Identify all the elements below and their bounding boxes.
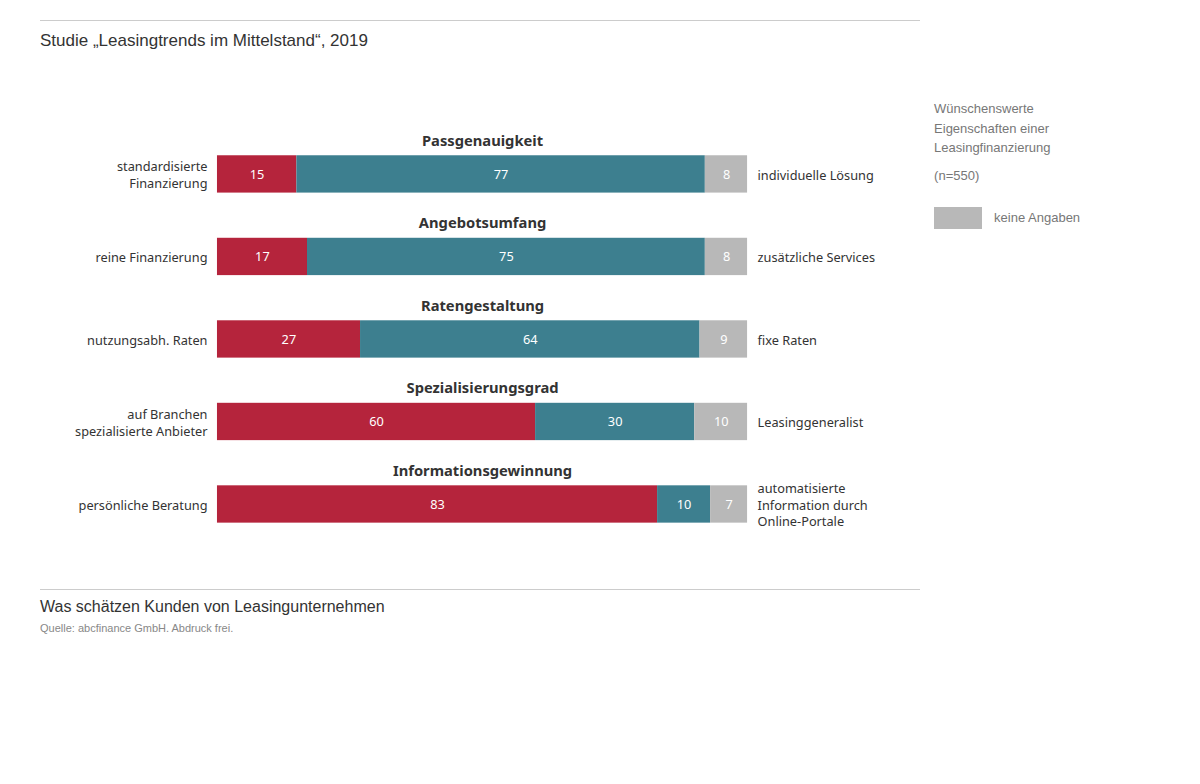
svg-text:reine Finanzierung: reine Finanzierung xyxy=(95,248,207,266)
svg-text:77: 77 xyxy=(494,165,509,183)
svg-text:30: 30 xyxy=(608,412,623,430)
svg-text:83: 83 xyxy=(430,495,445,513)
svg-text:Passgenauigkeit: Passgenauigkeit xyxy=(422,130,543,150)
svg-text:60: 60 xyxy=(369,412,384,430)
svg-text:8: 8 xyxy=(723,165,730,183)
html-text:Studie „Leasingtrends im Mitte: Studie „Leasingtrends im Mittelstand“, 2… xyxy=(40,31,368,50)
svg-text:Informationsgewinnung: Informationsgewinnung xyxy=(393,460,572,480)
svg-text:9: 9 xyxy=(720,330,727,348)
svg-text:standardisierteFinanzierung: standardisierteFinanzierung xyxy=(117,157,208,192)
html-text:Was schätzen Kunden von Leasin: Was schätzen Kunden von Leasingunternehm… xyxy=(40,598,385,616)
svg-text:10: 10 xyxy=(677,495,692,513)
svg-text:Angebotsumfang: Angebotsumfang xyxy=(419,212,546,232)
svg-text:individuelle Lösung: individuelle Lösung xyxy=(758,166,874,184)
svg-text:Ratengestaltung: Ratengestaltung xyxy=(421,295,544,315)
svg-text:17: 17 xyxy=(255,247,270,265)
html-text:Quelle: abcfinance GmbH. Abdru: Quelle: abcfinance GmbH. Abdruck frei. xyxy=(40,622,234,635)
svg-text:nutzungsabh. Raten: nutzungsabh. Raten xyxy=(87,331,207,349)
html-text:Wünschenswerte: Wünschenswerte xyxy=(934,101,1034,116)
html-text:Eigenschaften einer: Eigenschaften einer xyxy=(934,120,1049,136)
svg-text:automatisierteInformation durc: automatisierteInformation durchOnline-Po… xyxy=(758,479,868,530)
svg-text:7: 7 xyxy=(726,495,733,513)
html-text:Leasingfinanzierung: Leasingfinanzierung xyxy=(934,140,1051,155)
svg-text:zusätzliche Services: zusätzliche Services xyxy=(758,248,875,266)
svg-text:75: 75 xyxy=(499,247,514,265)
html-text:keine Angaben: keine Angaben xyxy=(994,210,1081,225)
svg-text:64: 64 xyxy=(523,330,538,348)
svg-text:persönliche Beratung: persönliche Beratung xyxy=(79,496,208,514)
svg-text:Leasinggeneralist: Leasinggeneralist xyxy=(758,413,864,431)
svg-text:fixe Raten: fixe Raten xyxy=(758,331,817,349)
svg-text:15: 15 xyxy=(250,165,265,183)
svg-text:auf Branchenspezialisierte Anb: auf Branchenspezialisierte Anbieter xyxy=(75,405,208,440)
svg-text:10: 10 xyxy=(714,412,729,430)
html-text:(n=550): (n=550) xyxy=(934,167,980,183)
svg-text:Spezialisierungsgrad: Spezialisierungsgrad xyxy=(407,377,559,397)
svg-text:8: 8 xyxy=(723,247,730,265)
svg-text:27: 27 xyxy=(282,330,297,348)
